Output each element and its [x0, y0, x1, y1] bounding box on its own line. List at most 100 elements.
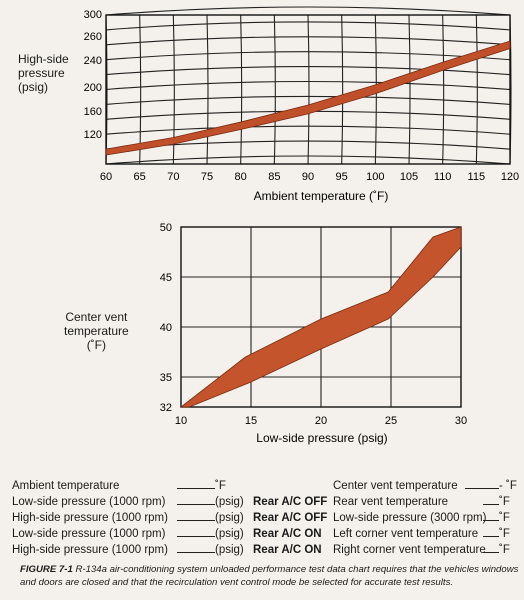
form-unit-label: ˚F	[215, 480, 226, 492]
chart1-gridline-y	[105, 80, 511, 91]
form-field-label: High-side pressure (1000 rpm)	[12, 512, 168, 524]
form-unit-label: - ˚F	[499, 480, 517, 492]
form-right-row: Rear vent temperature ˚F	[333, 494, 510, 508]
form-field-label: Right corner vent temperature	[333, 544, 486, 556]
form-unit-label: ˚F	[499, 528, 510, 540]
form-right-row: Right corner vent temperature ˚F	[333, 542, 510, 556]
form-blank-field[interactable]	[483, 494, 499, 505]
chart2-ytick-label: 45	[160, 272, 172, 284]
form-mode-label: Rear A/C ON	[253, 544, 322, 556]
form-unit-label: (psig)	[215, 496, 244, 508]
form-unit-label: ˚F	[499, 544, 510, 556]
chart1-ylabel-line: (psig)	[18, 80, 49, 94]
form-blank-field[interactable]	[177, 494, 215, 505]
chart1-xtick-label: 65	[134, 171, 146, 183]
chart2-ylabel-line: Center vent	[65, 310, 128, 324]
caption-text: R-134a air-conditioning system unloaded …	[20, 564, 519, 588]
caption-lead: FIGURE 7-1	[20, 564, 73, 575]
form-unit-label: (psig)	[215, 528, 244, 540]
form-field-label: Low-side pressure (1000 rpm)	[12, 496, 166, 508]
chart1-svg: 300 260 240 200 160 120 60 65 70 75 80 85 90 95 100 105…	[84, 6, 519, 203]
chart1-gridline-x	[139, 14, 142, 165]
form-blank-field[interactable]	[177, 542, 215, 553]
chart1-gridline-x	[172, 14, 175, 165]
chart2-xtick-label: 10	[175, 415, 187, 427]
chart1-gridline-x	[307, 14, 310, 165]
chart2-ytick-label: 40	[160, 322, 172, 334]
chart1-xlabel: Ambient temperature (˚F)	[254, 189, 389, 203]
form-left-row: High-side pressure (1000 rpm) (psig) Rear …	[12, 510, 327, 524]
chart1-xtick-label: 60	[100, 171, 112, 183]
chart1-gridline-y	[105, 95, 511, 105]
chart1-gridline-x	[206, 14, 209, 165]
chart2-xtick-label: 30	[455, 415, 467, 427]
chart1-xtick-label: 80	[235, 171, 247, 183]
form-field-label: Rear vent temperature	[333, 496, 449, 508]
chart1-gridline-x	[408, 14, 411, 165]
form-mode-label: Rear A/C ON	[253, 528, 322, 540]
form-blank-field[interactable]	[465, 478, 499, 489]
figure-caption: FIGURE 7-1 R-134a air-conditioning syste…	[20, 563, 520, 589]
form-left-row: Low-side pressure (1000 rpm) (psig) Rear A…	[12, 526, 322, 540]
chart1-ylabel: High-side pressure (psig)	[18, 52, 69, 94]
chart1-plot-border	[105, 14, 511, 165]
form-right-row: Left corner vent temperature ˚F	[333, 526, 510, 540]
chart1-xtick-label: 95	[336, 171, 348, 183]
chart1-xtick-label: 110	[434, 171, 452, 183]
chart1-gridline-y	[105, 155, 511, 165]
chart1-gridline-x	[273, 14, 276, 165]
chart1-ytick-label: 200	[84, 82, 102, 94]
form-field-label: Low-side pressure (1000 rpm)	[12, 528, 166, 540]
form-unit-label: (psig)	[215, 544, 244, 556]
chart1-gridline-x	[475, 14, 478, 165]
form-field-label: Left corner vent temperature	[333, 528, 479, 540]
chart1-ytick-label: 260	[84, 31, 102, 43]
chart1-gridline-y	[105, 36, 511, 46]
chart1-gridline-y	[105, 51, 511, 61]
chart1-xtick-label: 85	[268, 171, 280, 183]
chart2-ytick-label: 35	[160, 372, 172, 384]
chart2-temperature-band	[179, 226, 462, 408]
chart1-gridline-x	[341, 14, 344, 165]
form-mode-label: Rear A/C OFF	[253, 512, 328, 524]
form-field-label: High-side pressure (1000 rpm)	[12, 544, 168, 556]
chart2-xtick-label: 20	[315, 415, 327, 427]
form-field-label: Center vent temperature	[333, 480, 458, 492]
chart1-ytick-label: 160	[84, 106, 102, 118]
form-blank-field[interactable]	[177, 526, 215, 537]
chart1-xtick-label: 70	[167, 171, 179, 183]
chart1-xtick-label: 120	[501, 171, 519, 183]
chart2-ylabel: Center vent temperature (˚F)	[64, 310, 129, 352]
chart2-xtick-label: 25	[385, 415, 397, 427]
form-blank-field[interactable]	[483, 542, 499, 553]
form-blank-field[interactable]	[483, 526, 499, 537]
form-left-row: Ambient temperature ˚F	[12, 478, 253, 492]
form-right-row: Center vent temperature - ˚F	[333, 478, 517, 492]
chart2-ytick-label: 32	[160, 402, 172, 414]
chart1-ylabel-line: pressure	[18, 66, 65, 80]
chart1-xtick-label: 90	[302, 171, 314, 183]
chart2-xtick-label: 15	[245, 415, 257, 427]
form-unit-label: ˚F	[499, 512, 510, 524]
chart2-ylabel-line: temperature	[64, 324, 129, 338]
chart1-gridline-x	[442, 14, 445, 165]
chart1-ytick-label: 300	[84, 9, 102, 21]
chart1-xtick-label: 75	[201, 171, 213, 183]
chart1-gridline-y	[105, 125, 511, 135]
chart1-ytick-label: 240	[84, 55, 102, 67]
chart2-ylabel-line: (˚F)	[86, 338, 107, 352]
chart1-xtick-label: 115	[468, 171, 486, 183]
form-blank-field[interactable]	[483, 510, 499, 521]
form-blank-field[interactable]	[177, 478, 215, 489]
chart1-xtick-label: 100	[366, 171, 384, 183]
form-left-row: Low-side pressure (1000 rpm) (psig) Rear A…	[12, 494, 327, 508]
form-unit-label: (psig)	[215, 512, 244, 524]
form-right-row: Low-side pressure (3000 rpm) ˚F	[333, 510, 510, 524]
chart1-xtick-label: 105	[400, 171, 418, 183]
chart2-plot-border	[180, 226, 462, 408]
form-field-label: Low-side pressure (3000 rpm)	[333, 512, 487, 524]
form-blank-field[interactable]	[177, 510, 215, 521]
chart1-gridline-y	[105, 66, 511, 76]
form-mode-label: Rear A/C OFF	[253, 496, 328, 508]
